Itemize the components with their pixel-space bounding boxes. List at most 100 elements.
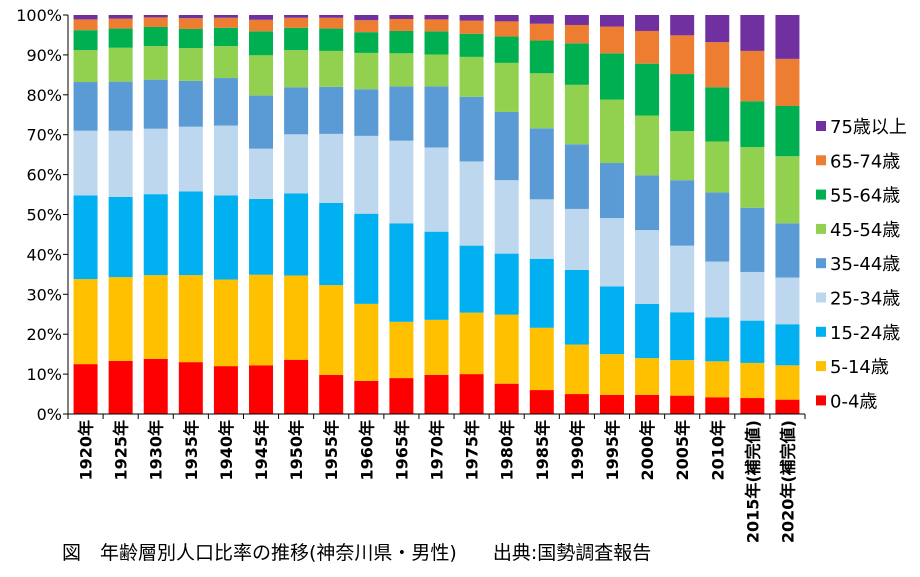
bar-segment <box>424 147 449 232</box>
bar-segment <box>354 89 379 136</box>
bar-segment <box>249 148 274 199</box>
bar-segment <box>249 95 274 149</box>
bar-segment <box>424 86 449 148</box>
bar-segment <box>775 15 800 59</box>
bar-segment <box>424 19 449 32</box>
bar-segment <box>740 15 765 51</box>
bar-segment <box>740 362 765 399</box>
bar-segment <box>705 317 730 362</box>
y-tick-label: 50% <box>26 206 62 225</box>
bar-segment <box>108 277 133 361</box>
bar-segment <box>249 19 274 32</box>
bar-segment <box>354 32 379 53</box>
bar-segment <box>670 35 695 75</box>
bar-segment <box>178 191 203 276</box>
bar-segment <box>178 15 203 19</box>
bar-segment <box>424 319 449 375</box>
x-tick-label: 1985年 <box>533 420 552 481</box>
bar-segment <box>635 115 660 176</box>
bar-segment <box>670 312 695 361</box>
bar-segment <box>178 48 203 81</box>
bar-segment <box>284 193 309 276</box>
bar-segment <box>494 253 519 315</box>
bar-segment <box>529 40 554 74</box>
bar-segment <box>389 86 414 141</box>
bar-segment <box>249 31 274 56</box>
bar-segment <box>143 79 168 129</box>
bar-segment <box>213 46 238 79</box>
bar-segment <box>599 163 624 219</box>
bar-segment <box>143 46 168 80</box>
y-tick-label: 10% <box>26 365 62 384</box>
bar-segment <box>108 28 133 48</box>
bar-segment <box>213 27 238 47</box>
bar-segment <box>494 111 519 181</box>
bar-segment <box>354 380 379 414</box>
bar-area <box>73 15 800 415</box>
bar-segment <box>564 84 589 145</box>
x-axis-ticks: 1920年 1925年 1930年 1935年 1940年 1945年 1950年 1955年… <box>67 414 806 543</box>
bar-segment <box>564 208 589 270</box>
x-tick-label: 1955年 <box>322 420 341 481</box>
x-tick-label: 1995年 <box>603 420 622 481</box>
bar-segment <box>529 258 554 328</box>
bar-segment <box>178 126 203 192</box>
bar-segment <box>73 130 98 196</box>
bar-segment <box>213 15 238 18</box>
bar-segment <box>389 140 414 224</box>
bar-segment <box>354 135 379 214</box>
bar-segment <box>284 359 309 414</box>
bar-segment <box>108 130 133 197</box>
y-tick-label: 90% <box>26 46 62 65</box>
bar-segment <box>319 202 344 286</box>
legend-swatch <box>816 361 826 372</box>
legend-label: 55-64歳 <box>830 186 900 207</box>
bar-segment <box>143 26 168 47</box>
bar-segment <box>635 15 660 31</box>
caption-title: 図 年齢層別人口比率の推移(神奈川県・男性) <box>62 542 457 564</box>
bar-segment <box>389 30 414 54</box>
legend-label: 65-74歳 <box>830 151 900 172</box>
bar-segment <box>108 196 133 278</box>
bar-segment <box>635 230 660 304</box>
legend-swatch <box>816 189 826 200</box>
legend-label: 15-24歳 <box>830 323 900 344</box>
bar-segment <box>670 15 695 36</box>
x-tick-label: 2005年 <box>673 420 692 481</box>
bar-segment <box>284 15 309 18</box>
bar-segment <box>424 31 449 55</box>
y-tick-label: 100% <box>16 6 62 25</box>
bar-segment <box>319 285 344 375</box>
bar-segment <box>740 147 765 208</box>
y-tick-label: 0% <box>37 405 62 424</box>
bar-segment <box>635 30 660 64</box>
bar-segment <box>459 374 484 414</box>
x-tick-label: 1975年 <box>463 420 482 481</box>
legend-label: 75歳以上 <box>830 117 907 138</box>
bar-segment <box>564 269 589 345</box>
bar-segment <box>354 52 379 90</box>
bar-segment <box>424 54 449 87</box>
caption-source: 出典:国勢調査報告 <box>492 542 652 564</box>
x-tick-label: 1925年 <box>112 420 131 481</box>
bar-segment <box>108 18 133 29</box>
bar-segment <box>459 96 484 162</box>
y-tick-label: 70% <box>26 126 62 145</box>
x-tick-label: 2015年(補完値) <box>743 420 762 543</box>
bar-segment <box>354 15 379 21</box>
bar-segment <box>459 56 484 97</box>
bar-segment <box>178 80 203 127</box>
bar-segment <box>319 15 344 18</box>
x-tick-label: 1990年 <box>568 420 587 481</box>
bar-segment <box>284 27 309 51</box>
legend-swatch <box>816 223 826 234</box>
legend-swatch <box>816 155 826 166</box>
bar-segment <box>529 128 554 200</box>
bar-segment <box>319 86 344 134</box>
bar-segment <box>705 87 730 142</box>
bar-segment <box>213 78 238 126</box>
y-tick-label: 30% <box>26 285 62 304</box>
bar-segment <box>635 175 660 231</box>
bar-segment <box>389 223 414 322</box>
bar-segment <box>178 18 203 29</box>
